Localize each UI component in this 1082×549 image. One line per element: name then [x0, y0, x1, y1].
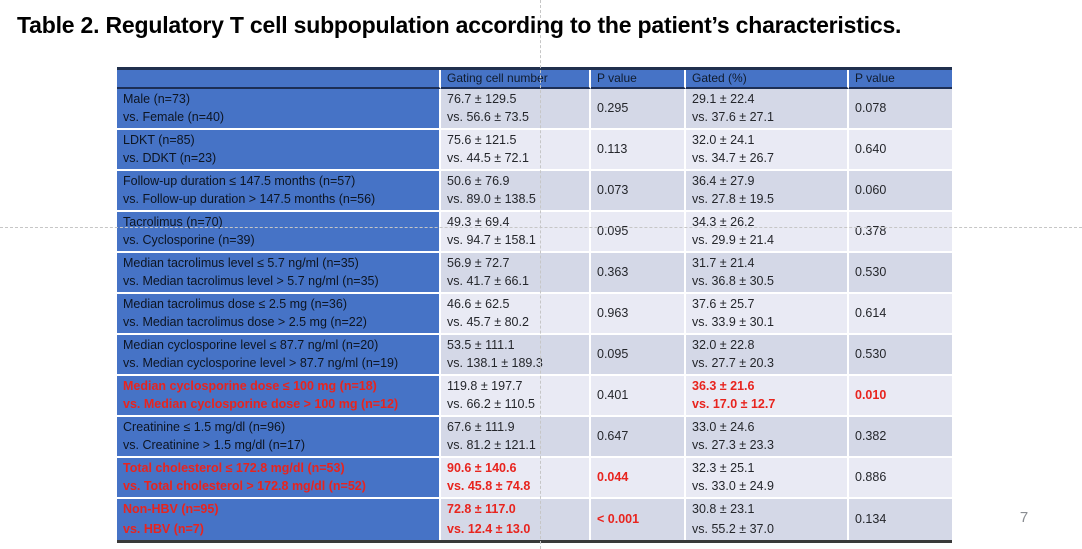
- row-label-cell: Male (n=73) vs. Female (n=40): [117, 89, 441, 130]
- header-cell-empty: [117, 70, 441, 89]
- gating-cell: 53.5 ± 111.1 vs. 138.1 ± 189.3: [441, 335, 591, 376]
- row-label-cell: Median cyclosporine level ≤ 87.7 ng/ml (…: [117, 335, 441, 376]
- slide-title: Table 2. Regulatory T cell subpopulation…: [17, 12, 902, 38]
- row-label-cell: Median tacrolimus level ≤ 5.7 ng/ml (n=3…: [117, 253, 441, 294]
- table-row-hbv: Non-HBV (n=95) vs. HBV (n=7) 72.8 ± 117.0…: [117, 499, 952, 540]
- pvalue2-cell: 0.134: [849, 499, 952, 540]
- pvalue1-cell: 0.363: [591, 253, 686, 294]
- gating-cell: 72.8 ± 117.0 vs. 12.4 ± 13.0: [441, 499, 591, 540]
- pvalue1-cell: 0.963: [591, 294, 686, 335]
- header-cell-pvalue2: P value: [849, 70, 952, 89]
- row-label-cell: Tacrolimus (n=70) vs. Cyclosporine (n=39): [117, 212, 441, 253]
- gated-cell: 30.8 ± 23.1 vs. 55.2 ± 37.0: [686, 499, 849, 540]
- table-row-tacrolimus-dose: Median tacrolimus dose ≤ 2.5 mg (n=36) vs…: [117, 294, 952, 335]
- gating-cell: 119.8 ± 197.7 vs. 66.2 ± 110.5: [441, 376, 591, 417]
- pvalue1-cell: 0.295: [591, 89, 686, 130]
- gated-cell: 31.7 ± 21.4 vs. 36.8 ± 30.5: [686, 253, 849, 294]
- table-row-tacrolimus-level: Median tacrolimus level ≤ 5.7 ng/ml (n=3…: [117, 253, 952, 294]
- table-row-total-cholesterol: Total cholesterol ≤ 172.8 mg/dl (n=53) vs…: [117, 458, 952, 499]
- pvalue2-cell: 0.078: [849, 89, 952, 130]
- pvalue2-cell: 0.060: [849, 171, 952, 212]
- gated-cell: 37.6 ± 25.7 vs. 33.9 ± 30.1: [686, 294, 849, 335]
- header-label: P value: [855, 71, 895, 85]
- gating-cell: 46.6 ± 62.5 vs. 45.7 ± 80.2: [441, 294, 591, 335]
- vertical-guide-line: [540, 0, 541, 549]
- table-row-creatinine: Creatinine ≤ 1.5 mg/dl (n=96) vs. Creatin…: [117, 417, 952, 458]
- header-label: Gating cell number: [447, 71, 548, 85]
- gating-cell: 90.6 ± 140.6 vs. 45.8 ± 74.8: [441, 458, 591, 499]
- gating-cell: 56.9 ± 72.7 vs. 41.7 ± 66.1: [441, 253, 591, 294]
- table-row-ldkt-ddkt: LDKT (n=85) vs. DDKT (n=23) 75.6 ± 121.5 v…: [117, 130, 952, 171]
- table-header-row: Gating cell number P value Gated (%) P v…: [117, 70, 952, 89]
- table-row-male-female: Male (n=73) vs. Female (n=40) 76.7 ± 129.…: [117, 89, 952, 130]
- row-label-cell: Median tacrolimus dose ≤ 2.5 mg (n=36) vs…: [117, 294, 441, 335]
- table-row-cyclosporine-level: Median cyclosporine level ≤ 87.7 ng/ml (…: [117, 335, 952, 376]
- pvalue2-cell: 0.010: [849, 376, 952, 417]
- pvalue1-cell: 0.095: [591, 212, 686, 253]
- gated-cell: 32.0 ± 22.8 vs. 27.7 ± 20.3: [686, 335, 849, 376]
- gated-cell: 32.3 ± 25.1 vs. 33.0 ± 24.9: [686, 458, 849, 499]
- gating-cell: 75.6 ± 121.5 vs. 44.5 ± 72.1: [441, 130, 591, 171]
- gating-cell: 49.3 ± 69.4 vs. 94.7 ± 158.1: [441, 212, 591, 253]
- pvalue2-cell: 0.640: [849, 130, 952, 171]
- regulatory-t-cell-table: Gating cell number P value Gated (%) P v…: [117, 67, 952, 543]
- gated-cell: 36.3 ± 21.6 vs. 17.0 ± 12.7: [686, 376, 849, 417]
- pvalue2-cell: 0.614: [849, 294, 952, 335]
- pvalue1-cell: 0.401: [591, 376, 686, 417]
- horizontal-guide-line: [0, 227, 1082, 228]
- gated-cell: 33.0 ± 24.6 vs. 27.3 ± 23.3: [686, 417, 849, 458]
- gated-cell: 32.0 ± 24.1 vs. 34.7 ± 26.7: [686, 130, 849, 171]
- pvalue1-cell: 0.647: [591, 417, 686, 458]
- pvalue1-cell: 0.073: [591, 171, 686, 212]
- gating-cell: 50.6 ± 76.9 vs. 89.0 ± 138.5: [441, 171, 591, 212]
- pvalue2-cell: 0.382: [849, 417, 952, 458]
- table-row-followup-duration: Follow-up duration ≤ 147.5 months (n=57)…: [117, 171, 952, 212]
- pvalue1-cell: 0.113: [591, 130, 686, 171]
- gating-cell: 67.6 ± 111.9 vs. 81.2 ± 121.1: [441, 417, 591, 458]
- pvalue2-cell: 0.886: [849, 458, 952, 499]
- slide-page-number: 7: [1019, 509, 1029, 526]
- pvalue1-cell: 0.095: [591, 335, 686, 376]
- header-cell-gating: Gating cell number: [441, 70, 591, 89]
- header-label: P value: [597, 71, 637, 85]
- table-row-cyclosporine-dose: Median cyclosporine dose ≤ 100 mg (n=18)…: [117, 376, 952, 417]
- row-label-cell: LDKT (n=85) vs. DDKT (n=23): [117, 130, 441, 171]
- row-label-cell: Follow-up duration ≤ 147.5 months (n=57)…: [117, 171, 441, 212]
- gating-cell: 76.7 ± 129.5 vs. 56.6 ± 73.5: [441, 89, 591, 130]
- row-label-cell: Non-HBV (n=95) vs. HBV (n=7): [117, 499, 441, 540]
- header-cell-gated: Gated (%): [686, 70, 849, 89]
- table-row-tacrolimus-cyclosporine: Tacrolimus (n=70) vs. Cyclosporine (n=39)…: [117, 212, 952, 253]
- row-label-cell: Total cholesterol ≤ 172.8 mg/dl (n=53) vs…: [117, 458, 441, 499]
- pvalue2-cell: 0.530: [849, 335, 952, 376]
- gated-cell: 34.3 ± 26.2 vs. 29.9 ± 21.4: [686, 212, 849, 253]
- gated-cell: 36.4 ± 27.9 vs. 27.8 ± 19.5: [686, 171, 849, 212]
- row-label-cell: Median cyclosporine dose ≤ 100 mg (n=18)…: [117, 376, 441, 417]
- pvalue1-cell: < 0.001: [591, 499, 686, 540]
- header-cell-pvalue1: P value: [591, 70, 686, 89]
- header-label: Gated (%): [692, 71, 747, 85]
- pvalue1-cell: 0.044: [591, 458, 686, 499]
- pvalue2-cell: 0.378: [849, 212, 952, 253]
- pvalue2-cell: 0.530: [849, 253, 952, 294]
- row-label-cell: Creatinine ≤ 1.5 mg/dl (n=96) vs. Creatin…: [117, 417, 441, 458]
- gated-cell: 29.1 ± 22.4 vs. 37.6 ± 27.1: [686, 89, 849, 130]
